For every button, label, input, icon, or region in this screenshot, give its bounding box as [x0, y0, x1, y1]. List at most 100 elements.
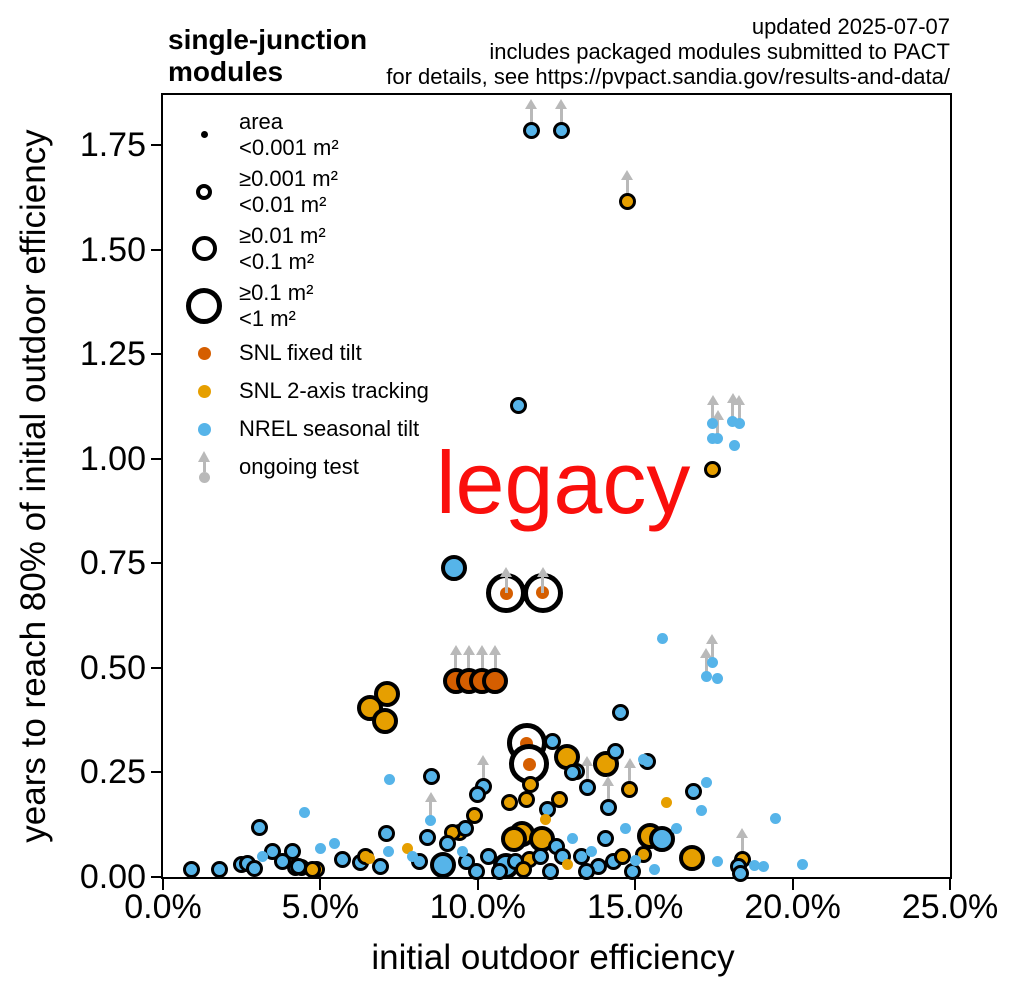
- y-tick-label: 0.75: [79, 544, 146, 583]
- legend-size-label: ≥0.1 m²: [239, 279, 314, 305]
- y-tick-label: 0.50: [79, 648, 146, 687]
- legend-size-label: area: [239, 108, 284, 134]
- data-point: [727, 415, 739, 427]
- legend-size-label: <0.1 m²: [239, 248, 315, 274]
- legend-size-entry: ≥0.1 m² <1 m²: [183, 277, 483, 334]
- size-ring-medium-icon: [183, 236, 225, 261]
- data-point: [611, 703, 629, 721]
- data-point: [298, 806, 310, 818]
- data-point: [648, 863, 660, 875]
- x-tick-label: 0.0%: [124, 888, 202, 926]
- data-point: [648, 825, 675, 852]
- ongoing-test-arrow: [476, 645, 489, 672]
- data-point: [522, 122, 540, 140]
- x-tick-mark: [162, 879, 164, 890]
- data-point: [551, 790, 569, 808]
- legend: area <0.001 m² ≥0.001 m² <0.01 m² ≥0.01 …: [183, 106, 483, 486]
- annotation-updated: updated 2025-07-07: [751, 14, 950, 39]
- x-tick-mark: [476, 879, 479, 890]
- data-point: [541, 863, 559, 881]
- data-point: [304, 860, 322, 878]
- data-point: [618, 193, 636, 211]
- legend-size-label: <0.01 m²: [239, 191, 327, 217]
- data-point: [334, 850, 352, 868]
- data-point: [439, 835, 457, 853]
- y-tick-label: 1.00: [79, 439, 146, 478]
- ongoing-test-arrow: [525, 99, 538, 126]
- data-point-center: [522, 757, 536, 771]
- data-point: [521, 775, 539, 793]
- data-point: [701, 776, 713, 788]
- x-tick-mark: [949, 879, 951, 890]
- ongoing-test-arrow: [536, 566, 549, 593]
- annotation-includes: includes packaged modules submitted to P…: [489, 39, 950, 64]
- data-point: [183, 860, 201, 878]
- y-tick-label: 0.25: [79, 753, 146, 792]
- data-point: [256, 851, 268, 863]
- ongoing-test-arrow: [602, 775, 615, 802]
- legend-color-label: SNL fixed tilt: [239, 340, 362, 365]
- data-point: [578, 778, 596, 796]
- data-point: [678, 845, 705, 872]
- data-point: [482, 668, 509, 695]
- legend-color-label: ongoing test: [239, 454, 359, 479]
- data-point: [543, 732, 561, 750]
- data-point: [712, 433, 724, 445]
- data-point: [757, 860, 769, 872]
- data-point: [210, 860, 228, 878]
- data-point: [566, 833, 578, 845]
- data-point: [684, 782, 702, 800]
- x-tick-mark: [634, 879, 637, 890]
- data-point: [599, 798, 617, 816]
- data-point: [466, 807, 484, 825]
- data-point: [514, 860, 532, 878]
- y-tick-mark: [151, 144, 162, 147]
- fixed-tilt-dot-icon: [183, 346, 225, 360]
- ongoing-test-arrow: [424, 792, 437, 819]
- data-point: [363, 852, 375, 864]
- legend-color-label: SNL 2-axis tracking: [239, 378, 429, 403]
- data-point: [619, 822, 631, 834]
- ongoing-test-arrow: [555, 99, 568, 126]
- y-tick-mark: [151, 771, 162, 774]
- data-point: [552, 122, 570, 140]
- ongoing-test-arrow: [500, 567, 513, 594]
- data-point: [577, 863, 595, 881]
- data-point: [418, 828, 436, 846]
- legacy-watermark: legacy: [436, 433, 691, 532]
- data-point: [510, 397, 528, 415]
- y-tick-mark: [151, 457, 162, 460]
- data-point: [728, 440, 740, 452]
- legend-color-entry: SNL 2-axis tracking: [183, 372, 483, 410]
- ongoing-test-arrow: [477, 754, 490, 781]
- y-tick-mark: [151, 353, 162, 356]
- data-point: [585, 845, 597, 857]
- x-tick-label: 10.0%: [429, 888, 526, 926]
- ongoing-test-arrow: [700, 647, 713, 674]
- data-point: [440, 555, 467, 582]
- data-point: [629, 854, 641, 866]
- legend-size-entry: area <0.001 m²: [183, 106, 483, 163]
- x-tick-label: 15.0%: [586, 888, 684, 926]
- data-point: [733, 417, 745, 429]
- legend-color-entry: NREL seasonal tilt: [183, 410, 483, 448]
- data-point: [704, 461, 722, 479]
- data-point: [657, 632, 669, 644]
- data-point: [637, 753, 649, 765]
- data-point-center: [499, 586, 513, 600]
- data-point: [707, 417, 719, 429]
- ongoing-test-arrow: [623, 757, 636, 784]
- data-point: [712, 672, 724, 684]
- legend-color-label: NREL seasonal tilt: [239, 416, 420, 441]
- x-tick-label: 20.0%: [744, 888, 841, 926]
- ongoing-test-arrow: [621, 170, 634, 197]
- data-point: [501, 793, 519, 811]
- data-point: [407, 851, 419, 863]
- data-point: [467, 863, 485, 881]
- data-point: [371, 708, 398, 735]
- y-tick-mark: [151, 666, 162, 669]
- data-point: [621, 780, 639, 798]
- ongoing-test-arrow: [736, 827, 749, 854]
- tracking-dot-icon: [183, 384, 225, 398]
